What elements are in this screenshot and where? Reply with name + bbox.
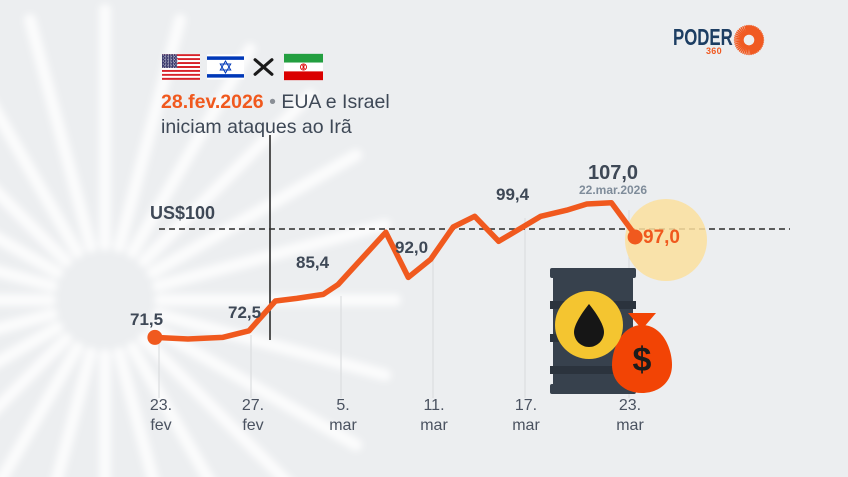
svg-text:$: $ (633, 341, 652, 379)
